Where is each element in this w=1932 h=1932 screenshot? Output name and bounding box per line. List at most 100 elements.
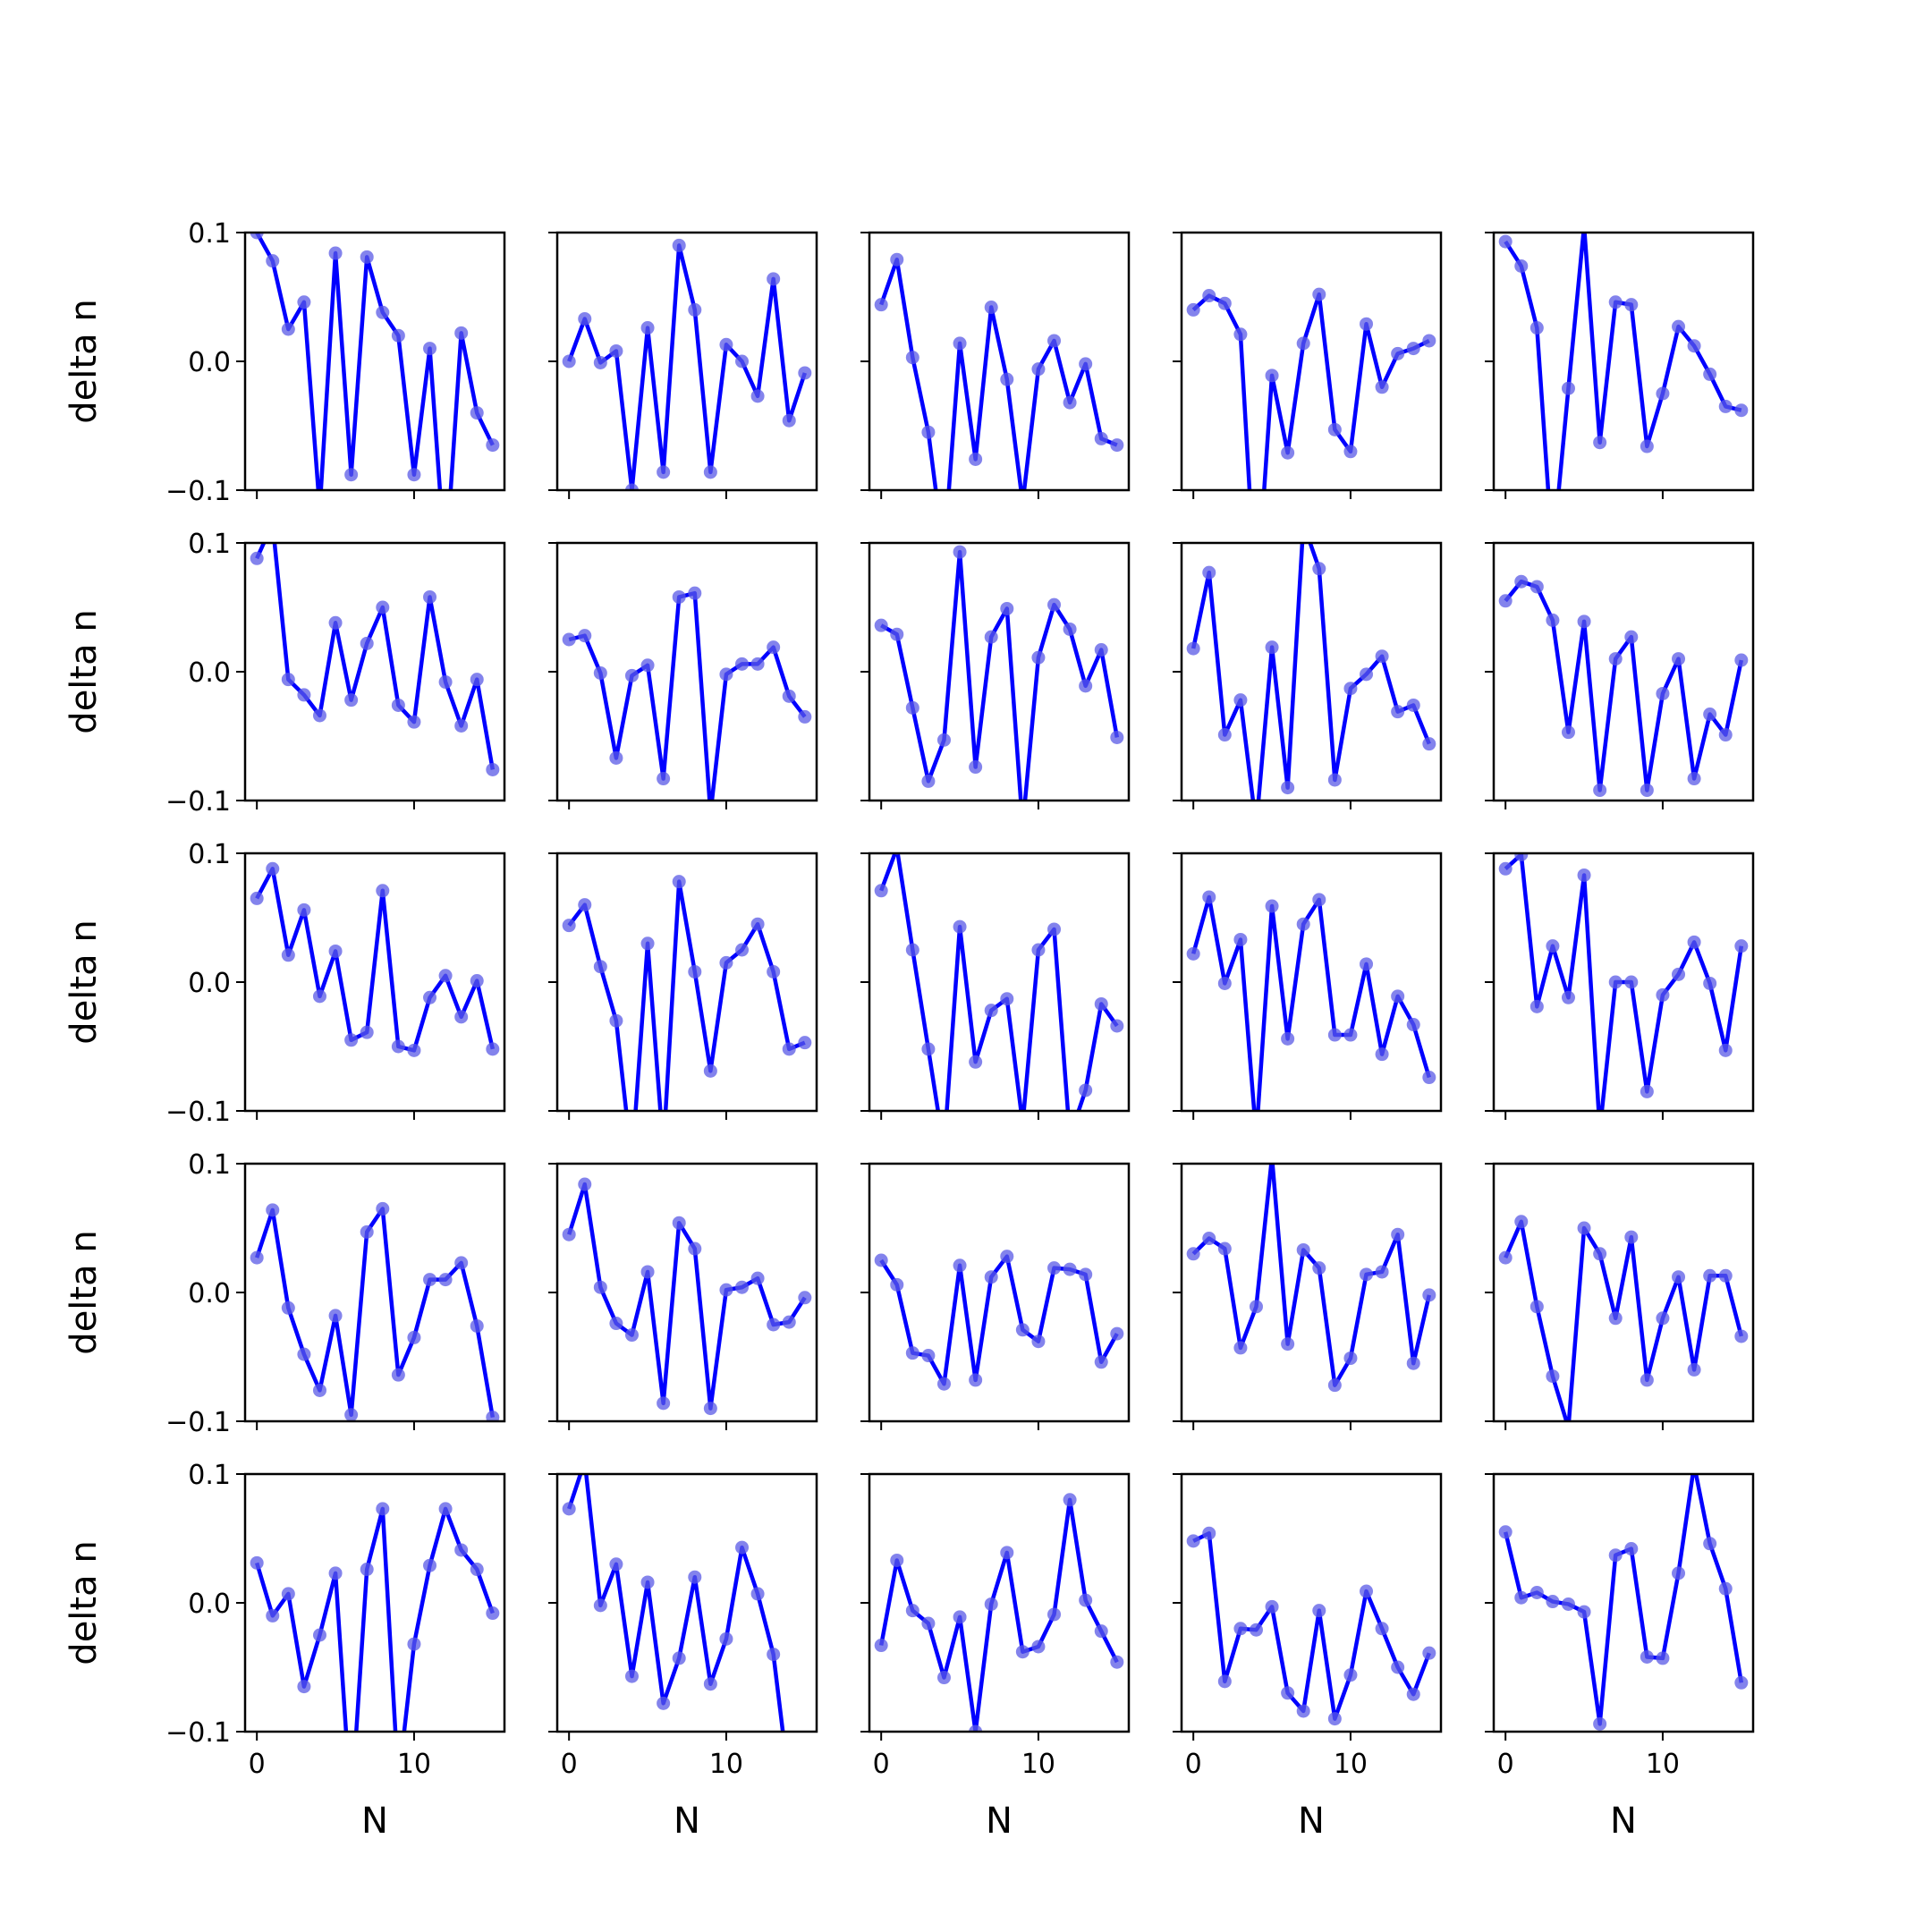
series-line [878,1497,1119,1732]
data-point [1343,682,1358,696]
data-point [454,1256,469,1270]
data-point [1593,1716,1607,1731]
data-point [1406,1687,1420,1701]
y-tick-label: 0.1 [188,218,231,250]
data-point [1734,403,1749,418]
data-point [438,969,453,983]
data-point [1561,990,1575,1004]
data-point [750,389,765,403]
data-point [1530,1300,1544,1314]
data-point [486,1411,500,1421]
data-point [640,1575,655,1589]
data-point [609,750,623,765]
data-point [1265,1599,1279,1614]
series-line [567,1182,807,1411]
data-point [1110,1326,1124,1341]
data-point [767,272,781,286]
data-point [1546,613,1560,627]
data-point [657,1143,670,1157]
data-point [1063,1493,1077,1507]
data-point [890,1277,904,1292]
data-point [1514,1590,1529,1605]
data-point [266,1608,280,1623]
data-point [735,1540,750,1555]
data-point [1269,1164,1275,1165]
y-tick-label: −0.1 [165,476,231,507]
data-point [1608,295,1623,309]
data-point [470,673,484,687]
data-point [578,1454,591,1468]
data-point [953,919,967,934]
plot-area [1498,1215,1749,1421]
data-point [470,1318,484,1333]
data-point [735,943,750,957]
data-point [407,1330,421,1344]
y-tick-label: 0.0 [188,347,231,378]
data-point [1327,1028,1342,1042]
data-point [1360,1267,1374,1282]
data-point [312,708,326,723]
data-point [688,302,702,317]
axes-frame [555,852,818,1113]
data-point [1186,1247,1200,1261]
data-point [921,1349,936,1363]
series-line [255,543,496,770]
data-point [1110,1019,1124,1033]
data-point [1718,1581,1733,1596]
data-point [1063,622,1077,636]
data-point [1672,319,1686,334]
data-point [470,974,484,988]
plot-area [1498,1474,1749,1731]
plot-area [874,1250,1124,1391]
plot-area [1186,543,1436,801]
data-point [328,1309,343,1323]
y-tick-label: 0.0 [188,968,231,999]
data-point [609,1317,623,1331]
data-point [376,884,390,898]
data-point [874,884,888,898]
data-point [1047,1261,1062,1275]
series-line [1504,579,1744,792]
data-point [750,917,765,931]
x-tick-label: 0 [1497,1749,1514,1780]
subplot-4-5 [1485,1162,1755,1430]
data-point [1375,1047,1389,1062]
data-point [1406,1018,1420,1032]
data-point [921,774,936,788]
data-point [1391,346,1405,360]
data-point [1375,649,1389,664]
data-point [1343,1668,1358,1682]
data-point [439,561,453,574]
data-point [921,1616,936,1631]
data-point [688,964,702,979]
data-point [703,1063,717,1078]
y-tick-label: −0.1 [165,1097,231,1128]
data-point [1498,1525,1513,1539]
data-point [312,1628,326,1642]
data-point [297,295,311,309]
data-point [1656,386,1670,401]
data-point [1094,996,1108,1011]
data-point [562,1502,576,1516]
data-point [1079,1083,1093,1097]
data-point [874,618,888,632]
data-point [1498,861,1513,876]
y-tick-label: −0.1 [165,1717,231,1749]
data-point [1422,1646,1436,1660]
data-point [1578,219,1591,233]
data-point [969,1724,983,1732]
data-point [719,955,733,970]
data-point [1233,327,1248,342]
data-point [250,1555,264,1570]
data-point [1063,1262,1077,1276]
series-line [1191,292,1430,490]
data-point [266,254,280,268]
data-point [1186,1534,1200,1548]
axes-frame [1180,1162,1443,1423]
data-point [719,337,733,352]
data-point [1561,381,1575,395]
series-line [879,1254,1119,1386]
data-point [1530,1585,1544,1599]
data-point [1047,597,1062,612]
data-point [798,1036,812,1050]
